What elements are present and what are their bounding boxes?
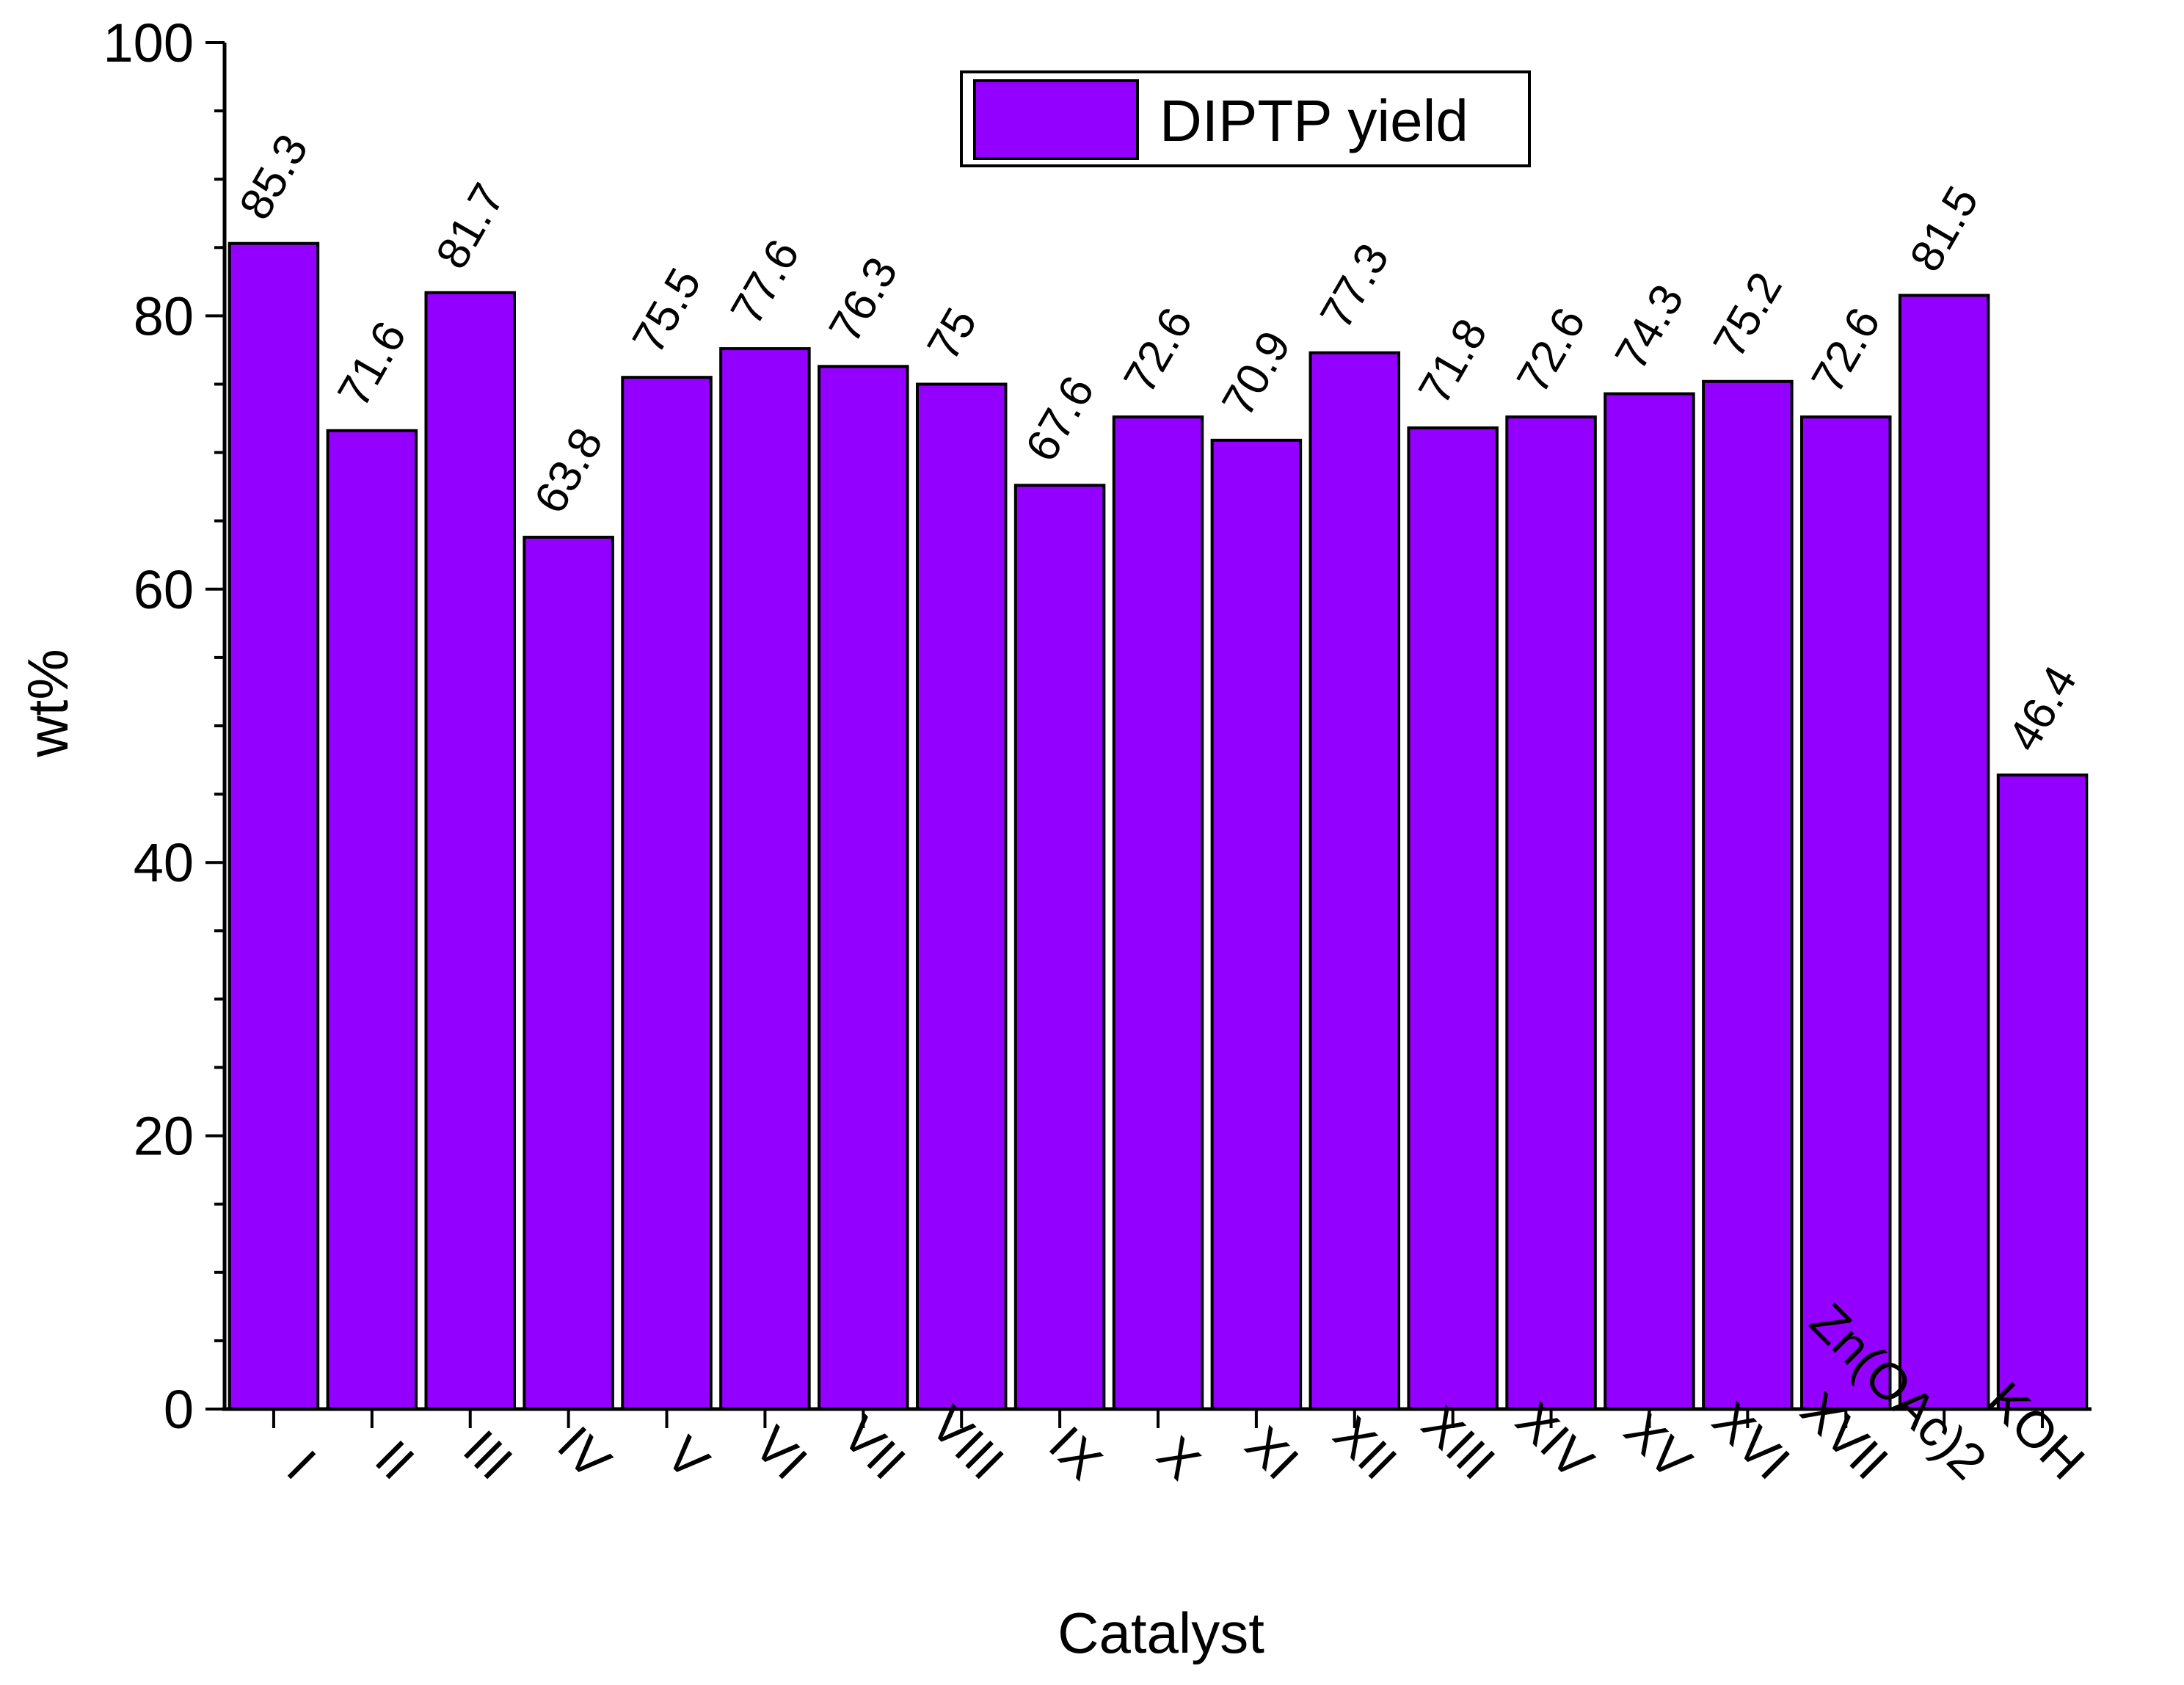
data-label: 75 (918, 299, 987, 368)
data-label: 70.9 (1212, 323, 1300, 425)
y-tick-label: 60 (134, 559, 194, 620)
bars-group (228, 241, 2089, 1411)
legend-label-diptp-yield: DIPTP yield (1160, 88, 1468, 153)
data-label: 85.3 (230, 126, 318, 228)
x-tick-label: IV (547, 1416, 622, 1491)
bar (523, 536, 614, 1411)
data-label: 74.3 (1606, 277, 1694, 379)
bar (1210, 438, 1303, 1411)
y-axis-title: wt% (15, 649, 80, 757)
x-tick-label: I (277, 1440, 327, 1491)
data-label: 77.6 (721, 231, 809, 333)
x-axis-title: Catalyst (1058, 1601, 1264, 1665)
x-tick-label: XI (1235, 1416, 1310, 1491)
data-label: 81.7 (426, 175, 514, 277)
legend-swatch (973, 79, 1139, 160)
data-label: 46.4 (1998, 658, 2086, 760)
data-label: 72.6 (1802, 299, 1890, 401)
bar (1702, 379, 1794, 1411)
bar (1800, 415, 1892, 1411)
x-tick-label: XV (1614, 1401, 1703, 1490)
x-tick-label: VI (743, 1416, 818, 1491)
data-label: 71.8 (1409, 310, 1497, 412)
bar (1898, 294, 1990, 1411)
x-tick-label: VII (831, 1405, 917, 1491)
y-tick-label: 100 (103, 12, 194, 73)
bar (719, 347, 811, 1411)
x-tick-label: XII (1323, 1405, 1408, 1491)
data-label: 72.6 (1114, 299, 1202, 401)
bar (424, 291, 516, 1411)
x-tick-label: II (365, 1430, 426, 1491)
data-label: 75.5 (623, 260, 711, 362)
y-tick-label: 80 (134, 285, 194, 346)
bar (1407, 426, 1499, 1411)
bar (1996, 774, 2089, 1411)
bar (915, 382, 1008, 1411)
data-label: 75.2 (1704, 264, 1792, 366)
data-label: 71.6 (328, 313, 416, 415)
data-label: 67.6 (1016, 368, 1104, 470)
bar (228, 241, 320, 1411)
x-tick-label: III (453, 1419, 523, 1490)
bar (818, 365, 909, 1411)
y-tick-label: 0 (164, 1379, 194, 1440)
data-label: 63.8 (525, 420, 613, 522)
x-tick-label: X (1146, 1425, 1211, 1490)
x-tick-label: IX (1038, 1416, 1113, 1491)
bar (1308, 351, 1401, 1411)
y-tick-label: 20 (134, 1106, 194, 1167)
data-label: 72.6 (1507, 299, 1595, 401)
legend: DIPTP yield (960, 70, 1531, 167)
data-label: 81.5 (1901, 178, 1989, 280)
bar (1013, 484, 1106, 1411)
bar (1505, 415, 1597, 1411)
x-tick-label: V (655, 1425, 720, 1490)
data-label: 76.3 (820, 249, 908, 351)
bar (1112, 415, 1204, 1411)
bar (326, 429, 418, 1411)
bar (621, 376, 713, 1411)
data-label: 77.3 (1311, 236, 1399, 338)
bar (1604, 392, 1695, 1411)
y-tick-label: 40 (134, 832, 194, 893)
